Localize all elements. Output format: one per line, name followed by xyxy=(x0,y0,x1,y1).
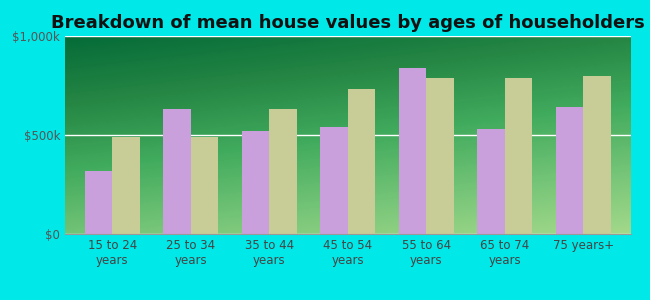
Bar xyxy=(399,68,426,234)
Bar xyxy=(190,137,218,234)
Bar xyxy=(163,109,190,234)
Bar xyxy=(242,131,269,234)
Bar xyxy=(505,78,532,234)
Title: Breakdown of mean house values by ages of householders: Breakdown of mean house values by ages o… xyxy=(51,14,645,32)
Bar xyxy=(320,127,348,234)
Bar xyxy=(269,109,296,234)
Bar xyxy=(84,171,112,234)
Bar xyxy=(584,76,611,234)
Bar xyxy=(348,89,375,234)
Bar xyxy=(426,78,454,234)
Bar xyxy=(556,107,584,234)
Bar xyxy=(477,129,505,234)
Bar xyxy=(112,137,140,234)
